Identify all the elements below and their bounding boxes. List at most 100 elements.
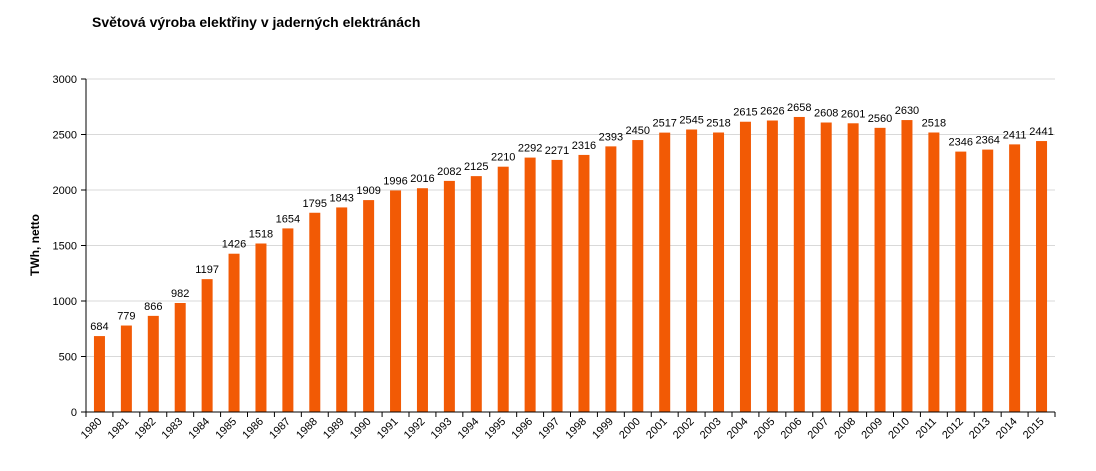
x-tick-label: 1983 — [160, 416, 186, 442]
bar — [847, 123, 859, 412]
data-label: 684 — [90, 321, 108, 333]
data-label: 1843 — [329, 192, 353, 204]
bar — [874, 127, 886, 412]
data-label: 1795 — [303, 198, 327, 210]
data-label: 2125 — [464, 161, 488, 173]
x-tick-label: 2001 — [644, 416, 670, 442]
bar — [659, 132, 671, 412]
x-tick-label: 1996 — [509, 416, 535, 442]
bar — [470, 176, 482, 412]
data-label: 2082 — [437, 166, 461, 178]
x-tick-label: 2007 — [806, 416, 832, 442]
x-tick-label: 2005 — [752, 416, 778, 442]
y-axis-title: TWh, netto — [28, 214, 42, 276]
bar — [632, 140, 644, 413]
x-tick-label: 1982 — [133, 416, 159, 442]
x-tick-label: 2012 — [940, 416, 966, 442]
y-tick-label: 2500 — [53, 130, 77, 142]
data-label: 2630 — [895, 105, 919, 117]
bar — [551, 159, 563, 412]
bar — [1009, 144, 1021, 412]
x-tick-label: 2015 — [1021, 416, 1047, 442]
bar — [416, 188, 428, 412]
bar — [928, 132, 940, 412]
x-tick-label: 2004 — [725, 416, 751, 442]
data-label: 1426 — [222, 239, 246, 251]
x-tick-label: 1991 — [375, 416, 401, 442]
y-tick-label: 3000 — [53, 74, 77, 86]
data-label: 2393 — [599, 131, 623, 143]
data-label: 2292 — [518, 143, 542, 155]
x-tick-label: 2003 — [698, 416, 724, 442]
bar — [228, 253, 240, 412]
x-tick-label: 2009 — [859, 416, 885, 442]
x-tick-label: 1981 — [106, 416, 132, 442]
bar — [713, 132, 725, 412]
x-tick-label: 2011 — [914, 416, 939, 441]
x-tick-label: 2000 — [617, 416, 643, 442]
bar — [766, 120, 778, 412]
x-tick-label: 2014 — [994, 416, 1020, 442]
chart-title: Světová výroba elektřiny v jaderných ele… — [92, 14, 421, 30]
bar — [282, 228, 294, 412]
data-label: 2658 — [787, 102, 811, 114]
bar — [120, 325, 132, 412]
bar — [363, 200, 375, 412]
x-tick-label: 2008 — [832, 416, 858, 442]
x-tick-label: 1990 — [348, 416, 374, 442]
y-tick-label: 1500 — [53, 241, 77, 253]
bar — [201, 279, 213, 412]
y-tick-label: 1000 — [53, 296, 77, 308]
data-label: 2560 — [868, 113, 892, 125]
data-label: 1197 — [195, 264, 219, 276]
bar — [255, 243, 267, 412]
data-label: 2615 — [733, 107, 757, 119]
bar — [686, 129, 698, 412]
bar — [739, 121, 751, 413]
x-tick-label: 1992 — [402, 416, 428, 442]
bar — [93, 336, 105, 412]
x-tick-label: 1995 — [483, 416, 509, 442]
bar — [497, 166, 509, 412]
data-label: 2545 — [679, 115, 703, 127]
data-label: 2517 — [652, 118, 676, 130]
data-label: 2271 — [545, 145, 569, 157]
bar — [390, 190, 402, 412]
data-label: 2601 — [841, 108, 865, 120]
bar — [309, 212, 321, 412]
x-tick-label: 1988 — [294, 416, 320, 442]
data-label: 779 — [117, 311, 135, 323]
x-tick-label: 1999 — [590, 416, 616, 442]
bar — [524, 157, 536, 412]
data-label: 1654 — [276, 213, 300, 225]
data-label: 2316 — [572, 140, 596, 152]
x-tick-label: 1987 — [267, 416, 293, 442]
data-label: 2518 — [706, 118, 730, 130]
x-tick-label: 1985 — [213, 416, 239, 442]
x-tick-label: 1984 — [186, 416, 212, 442]
data-label: 2210 — [491, 152, 515, 164]
bar — [982, 149, 994, 412]
bar — [955, 151, 967, 412]
x-tick-label: 2013 — [967, 416, 993, 442]
data-label: 1909 — [356, 185, 380, 197]
x-tick-label: 2002 — [671, 416, 697, 442]
data-label: 2346 — [949, 137, 973, 149]
x-tick-label: 2010 — [886, 416, 912, 442]
bar — [793, 116, 805, 412]
bar — [1036, 141, 1048, 412]
data-label: 1996 — [383, 175, 407, 187]
data-label: 982 — [171, 288, 189, 300]
bars — [93, 116, 1048, 413]
y-tick-label: 500 — [59, 352, 77, 364]
gridlines — [86, 78, 1055, 357]
x-tick-label: 2006 — [779, 416, 805, 442]
x-tick-label: 1998 — [563, 416, 589, 442]
data-label: 2441 — [1029, 126, 1053, 138]
data-label: 866 — [144, 301, 162, 313]
bar — [336, 207, 348, 412]
x-tick-label: 1997 — [536, 416, 562, 442]
